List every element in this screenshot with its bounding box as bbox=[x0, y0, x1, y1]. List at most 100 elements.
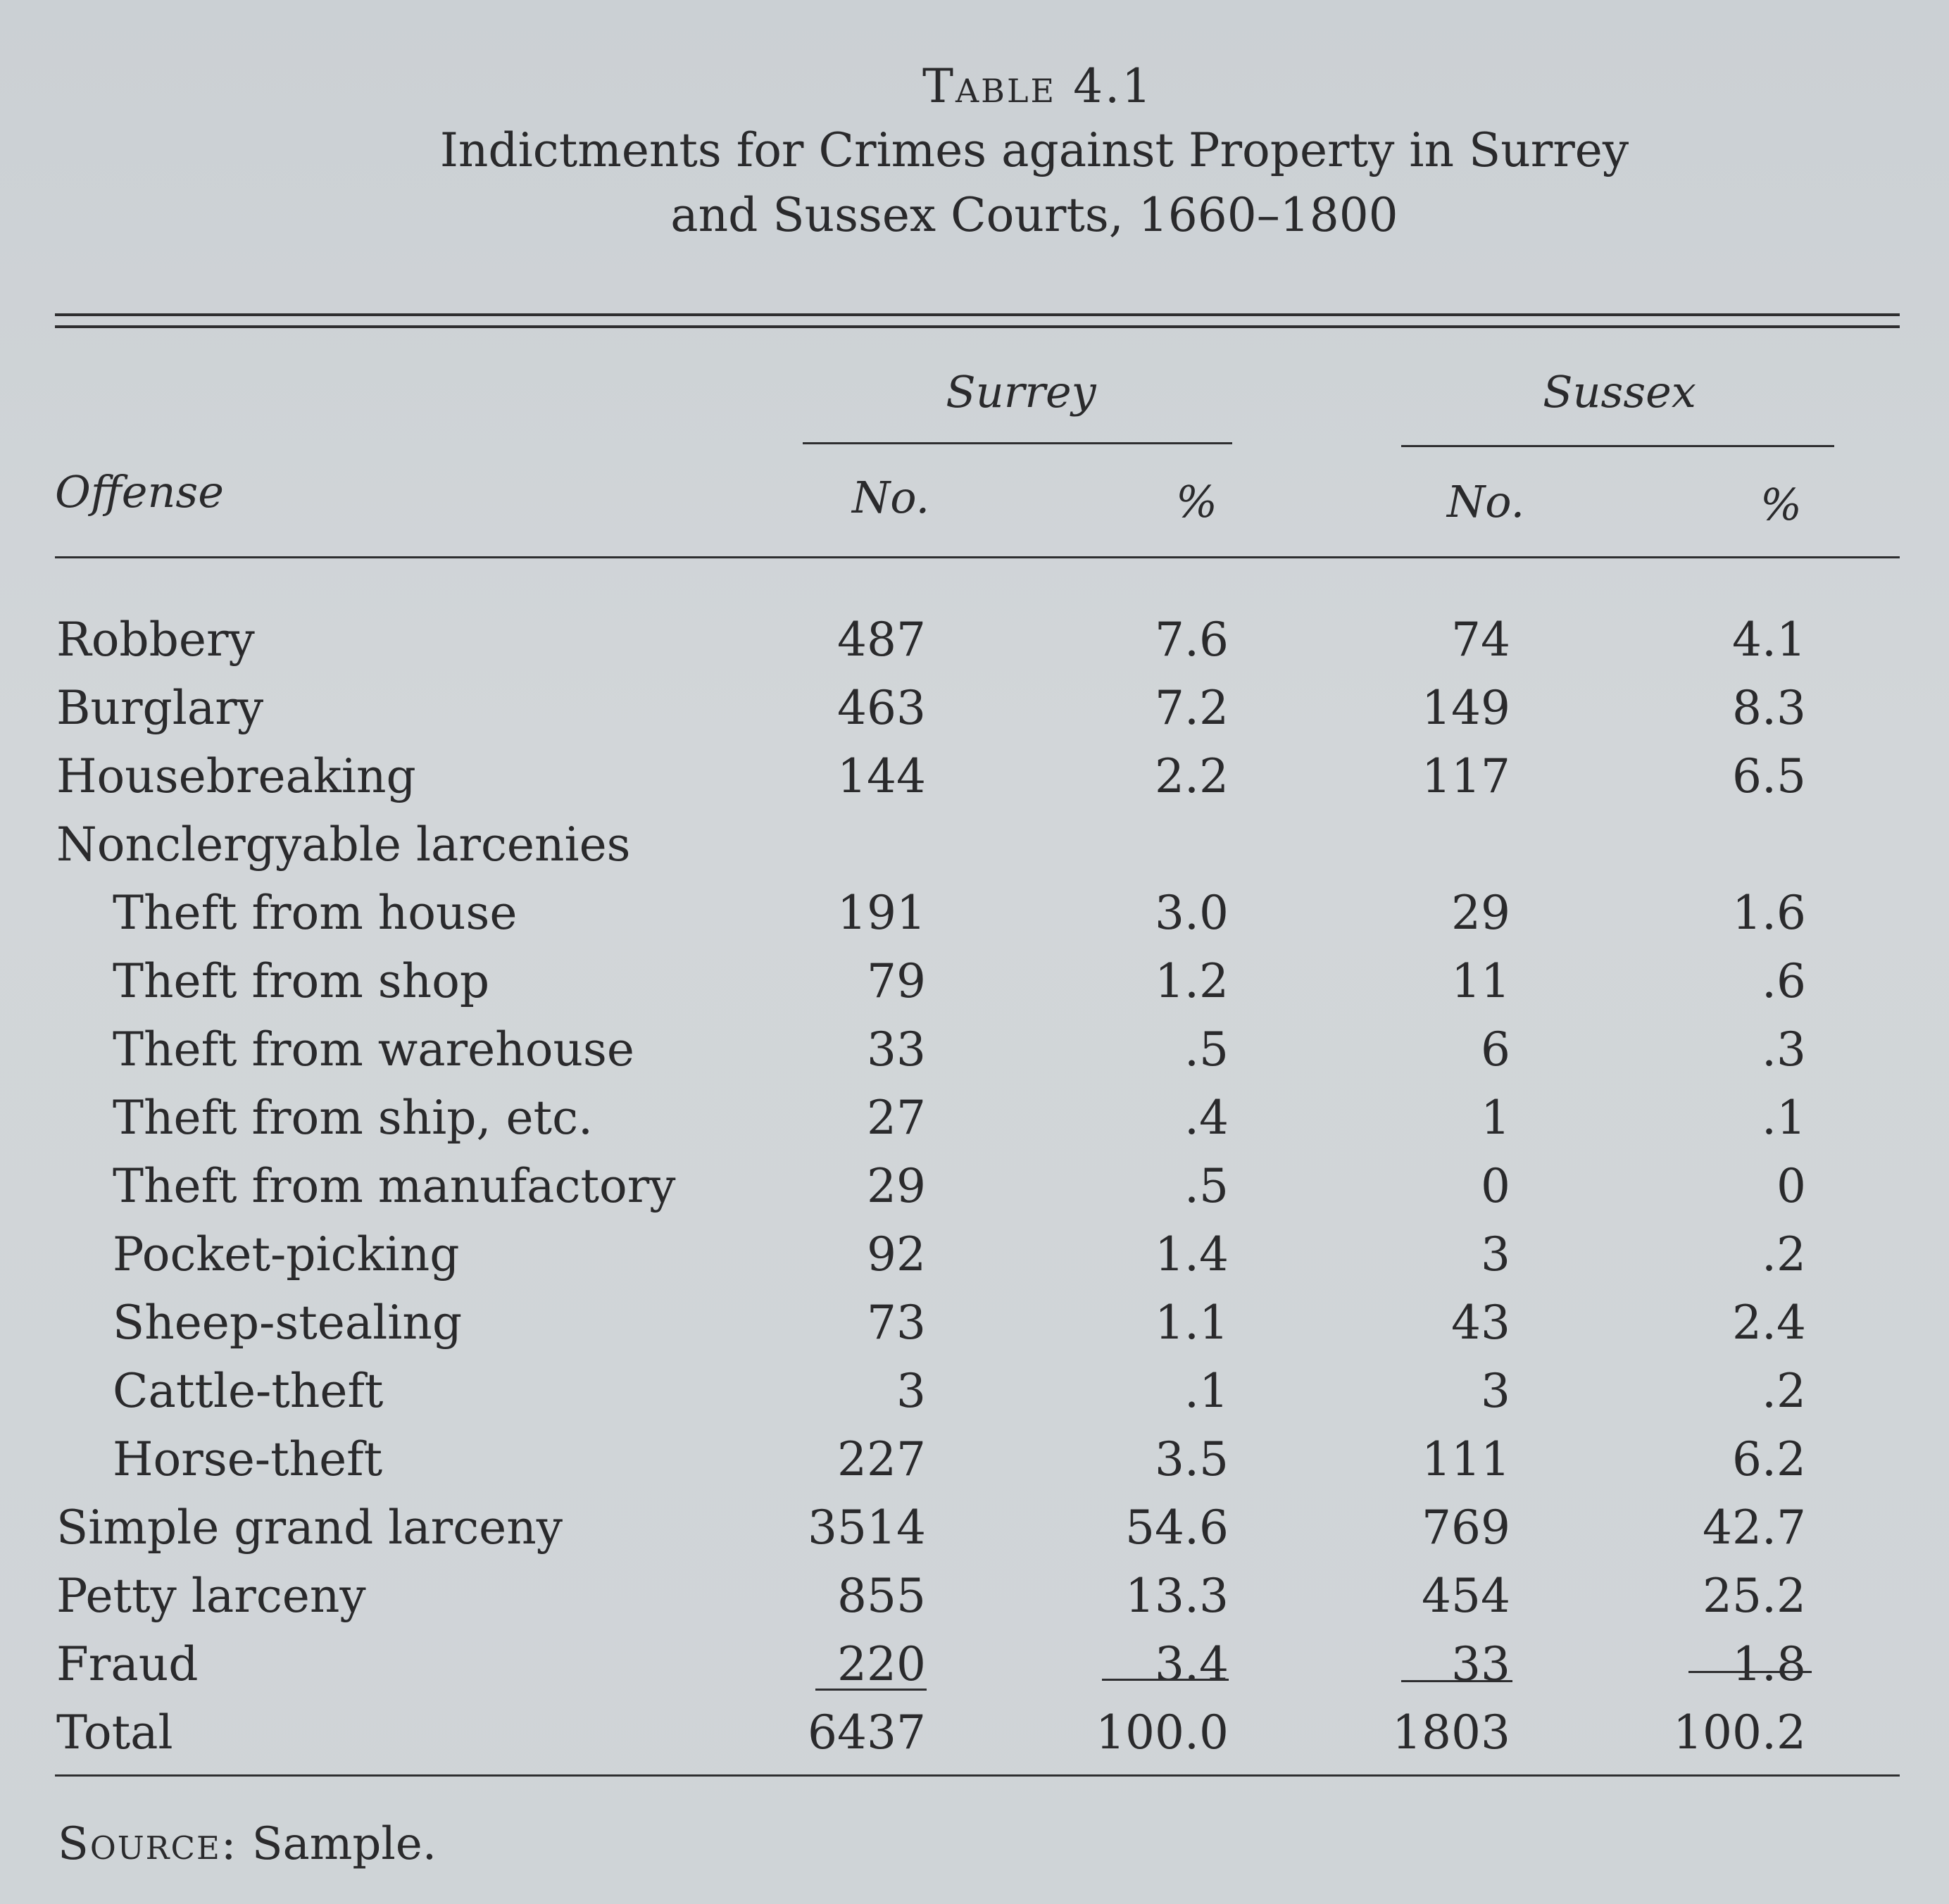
table-row: Theft from warehouse 33 .5 6 .3 bbox=[0, 1015, 1949, 1084]
surrey-no-cell: 27 bbox=[867, 1091, 926, 1145]
surrey-no-cell: 73 bbox=[867, 1296, 926, 1350]
offense-cell: Sheep-stealing bbox=[113, 1296, 463, 1350]
sussex-pct-cell: 2.4 bbox=[1732, 1296, 1806, 1350]
table-row: Theft from shop 79 1.2 11 .6 bbox=[0, 947, 1949, 1015]
column-header-offense: Offense bbox=[55, 466, 224, 518]
column-header-sussex-pct: % bbox=[1760, 479, 1802, 530]
table-row: Fraud 220 3.4 33 1.8 bbox=[0, 1630, 1949, 1698]
offense-cell: Theft from shop bbox=[113, 954, 490, 1008]
sussex-pct-cell: 6.5 bbox=[1732, 749, 1806, 803]
offense-cell: Theft from house bbox=[113, 886, 518, 940]
source-note: Source: Sample. bbox=[58, 1818, 437, 1870]
table-row: Pocket-picking 92 1.4 3 .2 bbox=[0, 1220, 1949, 1289]
column-header-surrey-pct: % bbox=[1176, 476, 1217, 527]
sussex-no-total-cell: 1803 bbox=[1392, 1705, 1510, 1760]
table-row: Horse-theft 227 3.5 111 6.2 bbox=[0, 1425, 1949, 1493]
sussex-no-cell: 117 bbox=[1422, 749, 1510, 803]
surrey-pct-cell: 7.6 bbox=[1155, 613, 1229, 667]
offense-cell: Burglary bbox=[56, 681, 264, 735]
sussex-no-cell: 3 bbox=[1481, 1364, 1510, 1418]
table-row: Petty larceny 855 13.3 454 25.2 bbox=[0, 1562, 1949, 1630]
surrey-no-cell: 3514 bbox=[808, 1501, 926, 1555]
surrey-pct-cell: .5 bbox=[1184, 1159, 1229, 1213]
offense-cell: Fraud bbox=[56, 1637, 199, 1691]
offense-cell: Total bbox=[56, 1705, 173, 1760]
top-rule-2 bbox=[55, 325, 1900, 328]
surrey-no-total-cell: 6437 bbox=[808, 1705, 926, 1760]
table-row: Cattle-theft 3 .1 3 .2 bbox=[0, 1357, 1949, 1425]
table-row: Sheep-stealing 73 1.1 43 2.4 bbox=[0, 1289, 1949, 1357]
surrey-pct-cell: .1 bbox=[1184, 1364, 1229, 1418]
offense-cell: Petty larceny bbox=[56, 1569, 366, 1623]
surrey-pct-cell: 3.5 bbox=[1155, 1432, 1229, 1486]
surrey-no-cell: 79 bbox=[867, 954, 926, 1008]
surrey-no-cell: 191 bbox=[837, 886, 926, 940]
surrey-no-cell: 144 bbox=[837, 749, 926, 803]
surrey-pct-total-cell: 100.0 bbox=[1096, 1705, 1229, 1760]
sussex-no-cell: 6 bbox=[1481, 1022, 1510, 1077]
surrey-no-cell: 227 bbox=[837, 1432, 926, 1486]
table-row: Theft from ship, etc. 27 .4 1 .1 bbox=[0, 1084, 1949, 1152]
sum-rule-sussex-no bbox=[1401, 1680, 1512, 1682]
surrey-pct-cell: 54.6 bbox=[1125, 1501, 1229, 1555]
surrey-pct-cell: 7.2 bbox=[1155, 681, 1229, 735]
sussex-no-cell: 769 bbox=[1422, 1501, 1510, 1555]
sussex-no-cell: 33 bbox=[1451, 1637, 1510, 1691]
surrey-pct-cell: 1.4 bbox=[1155, 1227, 1229, 1282]
surrey-no-cell: 29 bbox=[867, 1159, 926, 1213]
surrey-pct-cell: 3.0 bbox=[1155, 886, 1229, 940]
sussex-pct-cell: 1.8 bbox=[1732, 1637, 1806, 1691]
surrey-pct-cell: 2.2 bbox=[1155, 749, 1229, 803]
sussex-pct-cell: 42.7 bbox=[1703, 1501, 1806, 1555]
surrey-no-cell: 463 bbox=[837, 681, 926, 735]
sussex-no-cell: 454 bbox=[1422, 1569, 1510, 1623]
sussex-no-cell: 3 bbox=[1481, 1227, 1510, 1282]
offense-cell: Theft from warehouse bbox=[113, 1022, 634, 1077]
bottom-rule bbox=[55, 1774, 1900, 1777]
sussex-no-cell: 11 bbox=[1451, 954, 1510, 1008]
source-text: Sample. bbox=[251, 1818, 437, 1870]
table-row: Simple grand larceny 3514 54.6 769 42.7 bbox=[0, 1493, 1949, 1562]
surrey-pct-cell: 13.3 bbox=[1125, 1569, 1229, 1623]
sussex-no-cell: 0 bbox=[1481, 1159, 1510, 1213]
surrey-no-cell: 92 bbox=[867, 1227, 926, 1282]
table-caption-line-2: and Sussex Courts, 1660–1800 bbox=[670, 188, 1398, 242]
table-row: Theft from manufactory 29 .5 0 0 bbox=[0, 1152, 1949, 1220]
table-caption-line-1: Indictments for Crimes against Property … bbox=[439, 123, 1629, 177]
offense-cell: Pocket-picking bbox=[113, 1227, 460, 1282]
sussex-pct-cell: 0 bbox=[1776, 1159, 1806, 1213]
surrey-no-cell: 33 bbox=[867, 1022, 926, 1077]
sussex-pct-cell: .2 bbox=[1762, 1227, 1806, 1282]
sum-rule-surrey-pct bbox=[1102, 1679, 1229, 1681]
sum-rule-surrey-no bbox=[815, 1689, 927, 1691]
surrey-no-cell: 3 bbox=[896, 1364, 926, 1418]
sussex-pct-cell: 25.2 bbox=[1703, 1569, 1806, 1623]
offense-group-cell: Nonclergyable larcenies bbox=[56, 818, 631, 872]
sussex-pct-cell: .2 bbox=[1762, 1364, 1806, 1418]
table-row: Burglary 463 7.2 149 8.3 bbox=[0, 674, 1949, 742]
surrey-pct-cell: .5 bbox=[1184, 1022, 1229, 1077]
table-row: Housebreaking 144 2.2 117 6.5 bbox=[0, 742, 1949, 810]
sussex-pct-cell: 8.3 bbox=[1732, 681, 1806, 735]
surrey-no-cell: 220 bbox=[837, 1637, 926, 1691]
surrey-no-cell: 855 bbox=[837, 1569, 926, 1623]
offense-cell: Horse-theft bbox=[113, 1432, 383, 1486]
column-header-sussex-no: No. bbox=[1447, 476, 1525, 527]
offense-cell: Simple grand larceny bbox=[56, 1501, 563, 1555]
group-header-sussex: Sussex bbox=[1543, 366, 1696, 418]
sussex-pct-cell: .1 bbox=[1762, 1091, 1806, 1145]
offense-cell: Housebreaking bbox=[56, 749, 416, 803]
sussex-pct-total-cell: 100.2 bbox=[1673, 1705, 1806, 1760]
surrey-pct-cell: 1.2 bbox=[1155, 954, 1229, 1008]
offense-cell: Cattle-theft bbox=[113, 1364, 384, 1418]
surrey-no-cell: 487 bbox=[837, 613, 926, 667]
group-rule-sussex bbox=[1401, 445, 1834, 447]
sussex-pct-cell: .3 bbox=[1762, 1022, 1806, 1077]
group-rule-surrey bbox=[803, 442, 1232, 444]
table-row-total: Total 6437 100.0 1803 100.2 bbox=[0, 1698, 1949, 1767]
column-header-surrey-no: No. bbox=[852, 472, 930, 523]
sussex-pct-cell: 1.6 bbox=[1732, 886, 1806, 940]
top-rule-1 bbox=[55, 313, 1900, 316]
table-row: Theft from house 191 3.0 29 1.6 bbox=[0, 879, 1949, 947]
